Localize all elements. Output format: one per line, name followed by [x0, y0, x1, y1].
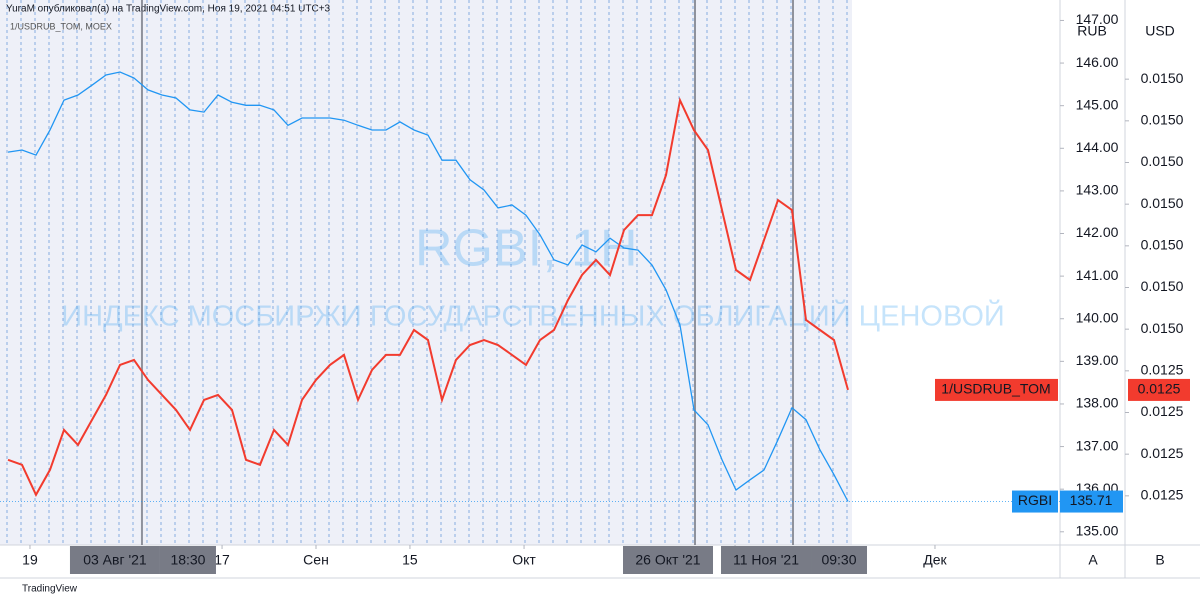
y-tick-label: 135.00	[1076, 522, 1119, 538]
series-name-box	[1012, 490, 1058, 513]
y-tick-label: 140.00	[1076, 309, 1119, 325]
crosshair-date-box	[721, 546, 812, 574]
y2-tick-label: 0.0150	[1141, 153, 1184, 169]
crosshair-date-box	[69, 546, 160, 574]
last-value-box	[1060, 490, 1123, 513]
series-name: 1/USDRUB_TOM	[941, 381, 1050, 397]
crosshair-date: 26 Окт '21	[635, 552, 700, 568]
y2-tick-label: 0.0150	[1141, 278, 1184, 294]
y-tick-label: 144.00	[1076, 139, 1119, 155]
published: YuraM опубликовал(а) на TradingView.com,…	[6, 3, 331, 15]
x-tick-label: 15	[402, 552, 418, 568]
crosshair-date: 11 Ноя '21	[733, 552, 799, 568]
y2-tick-label: 0.0150	[1141, 195, 1184, 211]
y2-tick-label: 0.0125	[1141, 403, 1184, 419]
y2-tick-label: 0.0150	[1141, 70, 1184, 86]
y-tick-label: 141.00	[1076, 267, 1119, 283]
y2-tick-label: 0.0150	[1141, 320, 1184, 336]
watermark-description: ИНДЕКС МОСБИРЖИ ГОСУДАРСТВЕННЫХ ОБЛИГАЦИ…	[61, 299, 1004, 333]
series-name: RGBI	[1018, 492, 1052, 508]
y-tick-label: 147.00	[1076, 11, 1119, 27]
crosshair-date: 03 Авг '21	[83, 552, 147, 568]
y-tick-label: 145.00	[1076, 96, 1119, 112]
footer: TradingView	[22, 584, 78, 595]
x-tick-label: Дек	[923, 552, 947, 568]
scale-button[interactable]: B	[1155, 552, 1164, 568]
y-tick-label: 138.00	[1076, 395, 1119, 411]
x-tick-label: 19	[22, 552, 38, 568]
symbol: 1/USDRUB_TOM, MOEX	[10, 21, 112, 31]
scale-button[interactable]: A	[1088, 552, 1098, 568]
unit-rub: RUB	[1077, 23, 1107, 39]
y-tick-label: 143.00	[1076, 182, 1119, 198]
y-tick-label: 146.00	[1076, 54, 1119, 70]
y-tick-label: 139.00	[1076, 352, 1119, 368]
crosshair-date-box	[622, 546, 713, 574]
unit-usd: USD	[1145, 23, 1175, 39]
x-tick-label: Сен	[303, 552, 329, 568]
crosshair-time-box	[159, 546, 216, 574]
series-name-box	[935, 378, 1058, 401]
last-value: 135.71	[1070, 492, 1113, 508]
x-tick-label: Окт	[512, 552, 536, 568]
series-line	[7, 71, 849, 502]
y2-tick-label: 0.0125	[1141, 445, 1184, 461]
crosshair-time: 09:30	[821, 552, 856, 568]
watermark-symbol: RGBI, 1H	[415, 220, 638, 278]
last-value: 0.0125	[1138, 381, 1181, 397]
y2-tick-label: 0.0150	[1141, 112, 1184, 128]
y-tick-label: 137.00	[1076, 437, 1119, 453]
y2-tick-label: 0.0125	[1141, 362, 1184, 378]
y2-tick-label: 0.0125	[1141, 487, 1184, 503]
series-line	[7, 96, 849, 497]
y2-tick-label: 0.0150	[1141, 237, 1184, 253]
x-tick-label: 17	[214, 552, 230, 568]
y-tick-label: 142.00	[1076, 224, 1119, 240]
last-value-box	[1128, 378, 1190, 401]
crosshair-time-box	[811, 546, 868, 574]
crosshair-time: 18:30	[170, 552, 205, 568]
